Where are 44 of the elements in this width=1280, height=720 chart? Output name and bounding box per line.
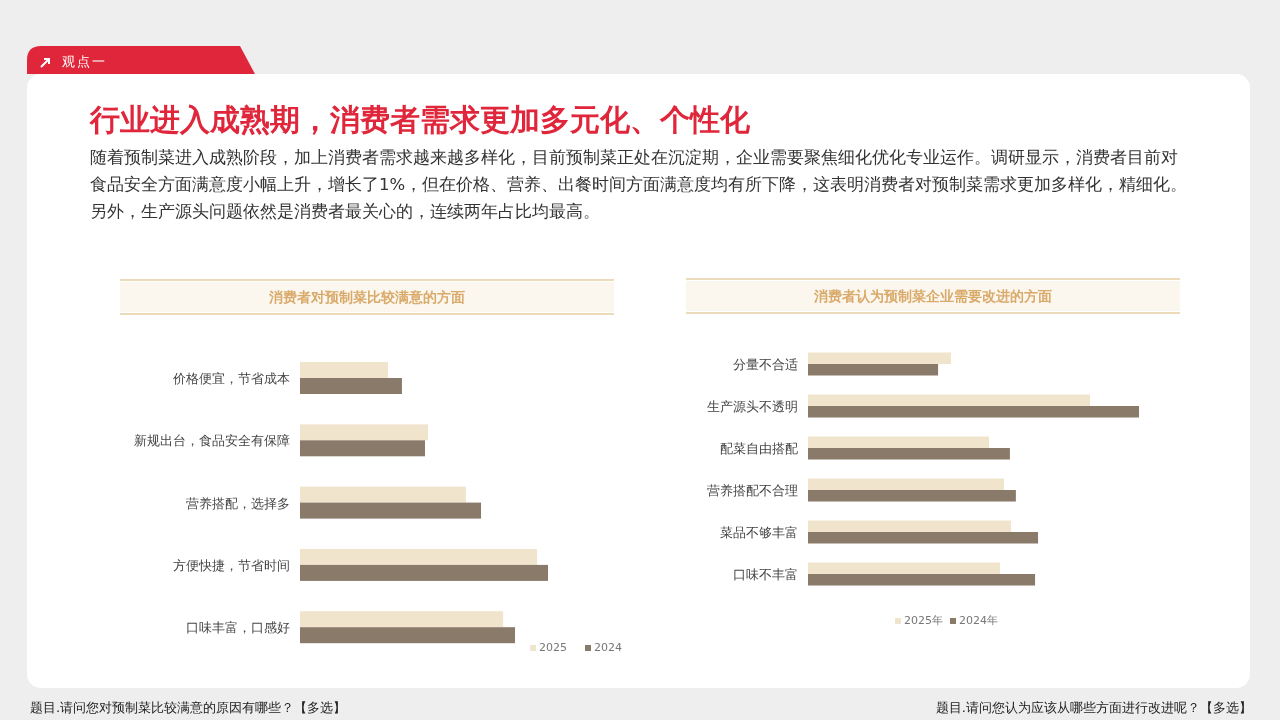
text: 题目.请问您认为应该从哪些方面进行改进呢？【多选】 (935, 700, 1252, 715)
y-tick-label: 新规出台，食品安全有保障 (134, 433, 290, 449)
bar (300, 378, 402, 394)
bar (808, 448, 1010, 460)
bar (300, 611, 504, 628)
bar (808, 490, 1016, 502)
legend-label: 2024年 (959, 614, 998, 627)
bar (300, 424, 428, 441)
bar (300, 627, 516, 644)
bar (808, 574, 1036, 586)
bar (300, 548, 538, 565)
y-tick-label: 营养搭配不合理 (707, 483, 798, 498)
bar (808, 394, 1091, 406)
bar (808, 478, 1004, 490)
chart-title: 消费者对预制菜比较满意的方面 (268, 289, 465, 305)
y-tick-label: 分量不合适 (733, 357, 798, 372)
chart-title: 消费者认为预制菜企业需要改进的方面 (813, 288, 1052, 304)
text: 题目.请问您对预制菜比较满意的原因有哪些？【多选】 (30, 700, 347, 715)
bar (300, 564, 548, 581)
bar (808, 406, 1139, 418)
y-tick-label: 营养搭配，选择多 (186, 495, 290, 511)
text: 随着预制菜进入成熟阶段，加上消费者需求越来越多样化，目前预制菜正处在沉淀期，企业需要聚焦细化优化专业运作。调研显示，消费者目前对食品安全方面满意度小幅上升，增长了1%，但在价格、营养、出餐时间方面满意度均有所下降，这表明消费者对预制菜需求更加多样化，精细化。另外，生产源头问题依然是消费者最关心的，连续两年占比均最高。 (90, 147, 1189, 223)
bar (300, 502, 482, 519)
y-tick-label: 生产源头不透明 (707, 399, 798, 414)
y-tick-label: 价格便宜，节省成本 (172, 371, 290, 386)
bar (300, 440, 425, 457)
bar (808, 364, 939, 376)
y-tick-label: 配菜自由搭配 (720, 441, 798, 456)
legend-label: 2024 (594, 641, 622, 654)
text: 观点一 (62, 54, 107, 69)
bar (808, 436, 990, 448)
y-tick-label: 口味丰富，口感好 (186, 620, 290, 636)
bar (300, 362, 389, 378)
legend-label: 2025年 (904, 614, 943, 627)
bar (808, 562, 1000, 574)
bar (808, 520, 1011, 532)
bar (808, 532, 1039, 544)
legend-label: 2025 (539, 641, 567, 654)
y-tick-label: 菜品不够丰富 (720, 525, 798, 540)
text: 行业进入成熟期，消费者需求更加多元化、个性化 (89, 102, 751, 137)
bar (808, 352, 951, 364)
y-tick-label: 口味不丰富 (733, 567, 798, 582)
y-tick-label: 方便快捷，节省时间 (173, 557, 290, 573)
bar (300, 486, 466, 503)
